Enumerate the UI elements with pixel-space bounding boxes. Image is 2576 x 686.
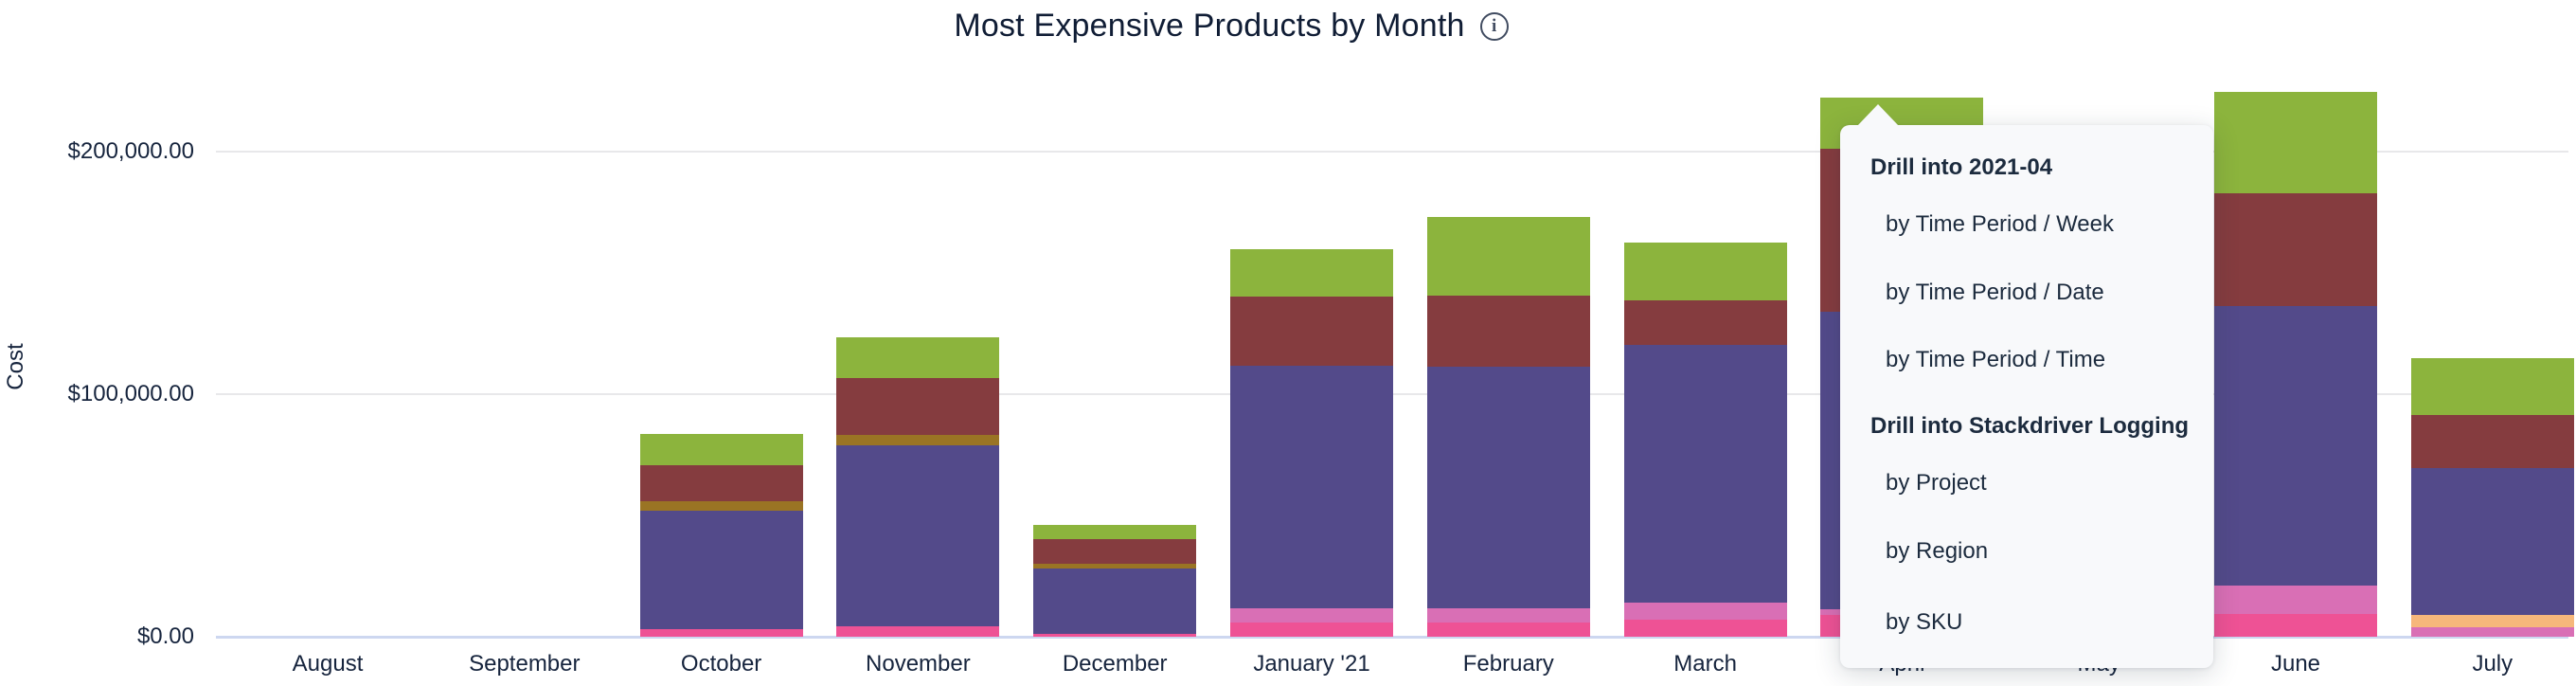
bar-segment-orchid[interactable] xyxy=(2411,627,2574,637)
bar-segment-green[interactable] xyxy=(1427,217,1590,296)
bar-segment-purple[interactable] xyxy=(1427,366,1590,609)
bar-segment-maroon[interactable] xyxy=(1230,296,1393,366)
bar-segment-green[interactable] xyxy=(1624,243,1787,300)
x-tick-march: March xyxy=(1673,651,1737,677)
menu-header-drill-stackdriver-logging: Drill into Stackdriver Logging xyxy=(1870,413,2190,439)
menu-item-by-sku[interactable]: by SKU xyxy=(1886,609,1963,635)
bar-segment-orchid[interactable] xyxy=(1230,607,1393,623)
bar-october[interactable] xyxy=(640,434,803,637)
bar-segment-maroon[interactable] xyxy=(2214,192,2377,306)
menu-item-time-period-week[interactable]: by Time Period / Week xyxy=(1886,211,2114,237)
bar-segment-hotpink[interactable] xyxy=(1624,620,1787,637)
y-tick-200k: $200,000.00 xyxy=(67,138,194,164)
x-tick-january-21: January '21 xyxy=(1253,651,1370,677)
x-tick-february: February xyxy=(1462,651,1554,677)
bar-segment-green[interactable] xyxy=(2214,92,2377,193)
x-tick-october: October xyxy=(680,651,762,677)
bar-segment-maroon[interactable] xyxy=(1427,295,1590,367)
bar-segment-purple[interactable] xyxy=(640,510,803,629)
y-tick-0: $0.00 xyxy=(136,623,194,649)
bar-segment-green[interactable] xyxy=(2411,358,2574,415)
bar-segment-olive[interactable] xyxy=(1033,563,1196,569)
bar-segment-hotpink[interactable] xyxy=(836,625,999,637)
bar-january-21[interactable] xyxy=(1230,249,1393,637)
x-tick-september: September xyxy=(469,651,581,677)
bar-segment-orchid[interactable] xyxy=(1624,603,1787,621)
menu-arrow-icon xyxy=(1857,104,1899,126)
bar-december[interactable] xyxy=(1033,525,1196,637)
menu-header-drill-2021-04: Drill into 2021-04 xyxy=(1870,154,2053,180)
bar-segment-purple[interactable] xyxy=(1230,365,1393,608)
bar-july[interactable] xyxy=(2411,358,2574,637)
x-axis-baseline xyxy=(216,636,2568,639)
gridline-200k xyxy=(216,151,2568,153)
bar-november[interactable] xyxy=(836,337,999,637)
menu-item-by-project[interactable]: by Project xyxy=(1886,470,1987,496)
page-title: Most Expensive Products by Month xyxy=(954,8,1465,44)
bar-segment-maroon[interactable] xyxy=(2411,414,2574,468)
bar-segment-purple[interactable] xyxy=(2411,467,2574,616)
bar-segment-purple[interactable] xyxy=(1033,569,1196,634)
menu-item-time-period-date[interactable]: by Time Period / Date xyxy=(1886,280,2104,305)
y-tick-100k: $100,000.00 xyxy=(67,381,194,406)
bar-segment-green[interactable] xyxy=(1230,249,1393,297)
bar-segment-hotpink[interactable] xyxy=(1427,622,1590,637)
bar-segment-orchid[interactable] xyxy=(1427,608,1590,623)
menu-item-by-region[interactable]: by Region xyxy=(1886,538,1989,564)
info-icon[interactable]: i xyxy=(1479,11,1509,41)
x-tick-november: November xyxy=(866,651,971,677)
drill-menu: Drill into 2021-04 by Time Period / Week… xyxy=(1840,104,2213,668)
menu-item-time-period-time[interactable]: by Time Period / Time xyxy=(1886,347,2106,372)
bar-segment-hotpink[interactable] xyxy=(640,628,803,637)
x-tick-august: August xyxy=(292,651,364,677)
bar-segment-maroon[interactable] xyxy=(1033,539,1196,564)
bar-segment-green[interactable] xyxy=(1033,525,1196,540)
bar-segment-purple[interactable] xyxy=(2214,305,2377,586)
bar-segment-purple[interactable] xyxy=(836,444,999,626)
bar-february[interactable] xyxy=(1427,217,1590,637)
bar-segment-maroon[interactable] xyxy=(836,378,999,435)
bar-segment-green[interactable] xyxy=(836,337,999,378)
bar-segment-maroon[interactable] xyxy=(640,465,803,501)
page-title-row: Most Expensive Products by Month i xyxy=(0,8,2462,45)
bar-segment-orange[interactable] xyxy=(2411,615,2574,628)
x-tick-june: June xyxy=(2270,651,2321,677)
bar-segment-hotpink[interactable] xyxy=(1230,623,1393,637)
bar-segment-purple[interactable] xyxy=(1624,344,1787,604)
bar-june[interactable] xyxy=(2214,92,2377,637)
bar-segment-hotpink[interactable] xyxy=(2214,613,2377,637)
x-tick-july: July xyxy=(2472,651,2513,677)
bar-segment-olive[interactable] xyxy=(836,434,999,445)
bar-segment-orchid[interactable] xyxy=(2214,585,2377,614)
x-tick-december: December xyxy=(1062,651,1168,677)
bar-segment-green[interactable] xyxy=(640,434,803,466)
bar-march[interactable] xyxy=(1624,243,1787,637)
bar-segment-maroon[interactable] xyxy=(1624,299,1787,345)
bar-segment-olive[interactable] xyxy=(640,500,803,511)
bar-segment-hotpink[interactable] xyxy=(1033,633,1196,637)
